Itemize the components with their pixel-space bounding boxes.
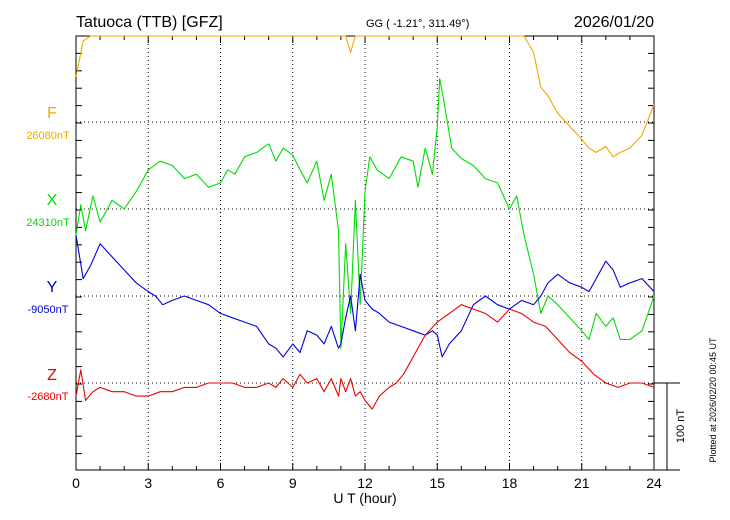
series-y-line xyxy=(75,235,655,358)
coordinates-label: GG ( -1.21°, 311.49°) xyxy=(366,18,469,30)
series-y-baseline: -9050nT xyxy=(28,304,69,316)
x-tick-label: 6 xyxy=(217,475,225,491)
scale-bar: 100 nT xyxy=(654,382,687,471)
series-f-line xyxy=(75,35,655,158)
series-x-name: X xyxy=(47,192,58,209)
date-label: 2026/01/20 xyxy=(574,14,654,31)
axis-ticks xyxy=(75,35,655,470)
x-tick-label: 3 xyxy=(144,475,152,491)
x-tick-label: 18 xyxy=(502,475,518,491)
scale-bar-label: 100 nT xyxy=(675,409,687,444)
series-y-name: Y xyxy=(47,279,58,296)
x-tick-label: 0 xyxy=(72,475,80,491)
grid-lines xyxy=(76,36,654,470)
series-f-name: F xyxy=(47,105,57,122)
series-labels: F 26080nT X 24310nT Y -9050nT Z -2680nT xyxy=(26,105,70,403)
series-x-baseline: 24310nT xyxy=(26,217,70,229)
x-tick-label: 21 xyxy=(574,475,590,491)
x-tick-label: 24 xyxy=(646,475,662,491)
series-lines xyxy=(75,35,655,410)
series-x-line xyxy=(75,77,655,349)
x-tick-label: 15 xyxy=(429,475,445,491)
series-z-line xyxy=(75,304,655,410)
x-tick-label: 12 xyxy=(357,475,373,491)
x-tick-labels: 0 3 6 9 12 15 18 21 24 xyxy=(72,475,662,491)
station-title: Tatuoca (TTB) [GFZ] xyxy=(76,14,223,31)
x-axis-label: U T (hour) xyxy=(333,490,396,506)
plotted-timestamp: Plotted at 2026/02/20 00:45 UT xyxy=(708,337,718,463)
series-f-baseline: 26080nT xyxy=(26,130,70,142)
x-tick-label: 9 xyxy=(289,475,297,491)
series-z-name: Z xyxy=(47,367,57,384)
series-z-baseline: -2680nT xyxy=(28,391,69,403)
